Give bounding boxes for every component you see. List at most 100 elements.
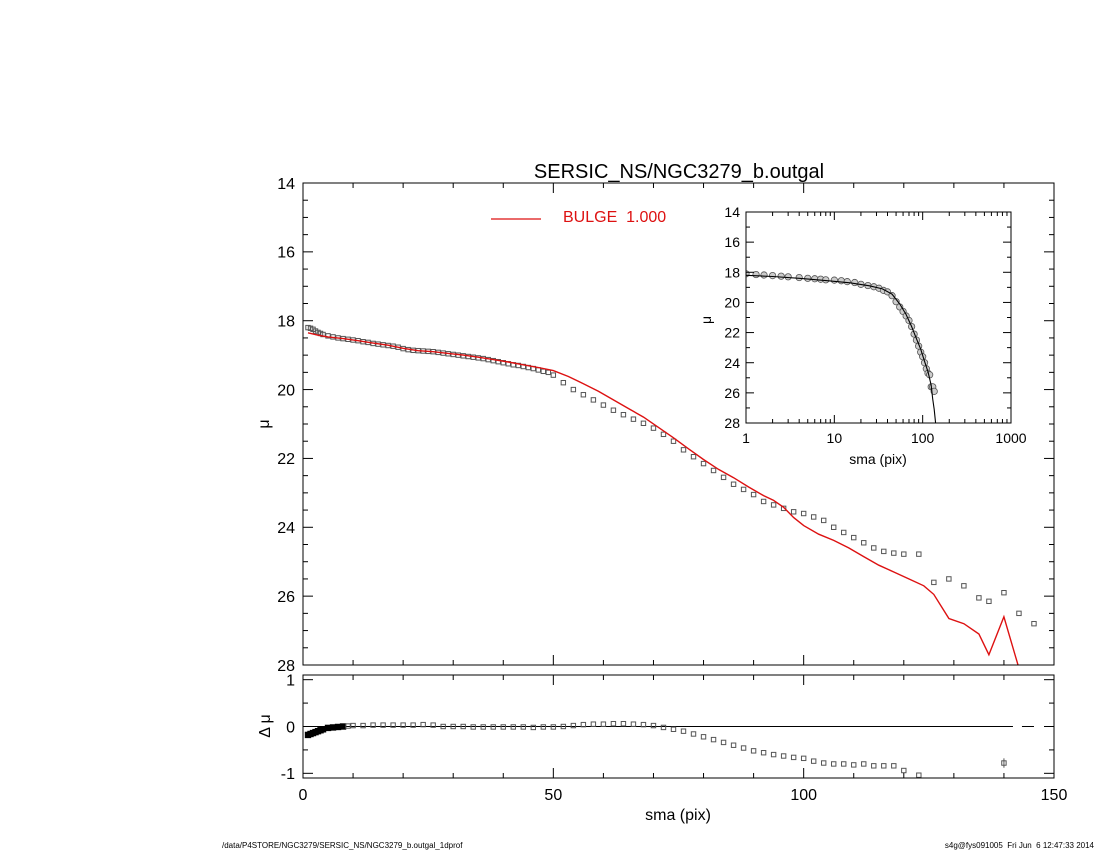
y-tick-label: 18 [724, 264, 740, 280]
residual-point [345, 723, 351, 729]
data-point [670, 438, 677, 444]
inset-data-point [811, 275, 819, 283]
residual-point [790, 754, 797, 761]
inset-data-point [843, 278, 851, 286]
inset-data-point [830, 276, 838, 284]
residual-point [800, 755, 807, 762]
y-tick-label: 24 [724, 355, 740, 371]
footer-path: /data/P4STORE/NGC3279/SERSIC_NS/NGC3279_… [222, 841, 463, 850]
residual-point [710, 736, 717, 743]
data-point [700, 460, 707, 467]
x-tick-label: 100 [911, 430, 935, 446]
data-point [550, 372, 557, 378]
data-point [570, 386, 577, 393]
residual-point [841, 761, 847, 767]
residual-point [580, 721, 587, 728]
residual-point [891, 763, 897, 769]
data-point [740, 486, 747, 493]
residual-point [560, 723, 567, 730]
data-point [871, 545, 877, 551]
data-point [690, 454, 697, 460]
data-point [961, 583, 967, 589]
data-point [780, 505, 787, 512]
residual-point [750, 748, 757, 754]
residual-point [640, 721, 647, 728]
data-point [800, 510, 807, 517]
y-tick-label: 0 [286, 719, 295, 736]
data-point [640, 420, 647, 427]
residual-point [410, 722, 416, 728]
residual-point [820, 760, 827, 766]
residual-point [460, 723, 466, 730]
residual-point [370, 722, 376, 728]
data-point [851, 534, 857, 541]
residual-point [360, 722, 366, 729]
inset-data-point [851, 278, 859, 287]
y-tick-label: 20 [277, 382, 295, 399]
data-point [560, 379, 567, 386]
inset-panel: 1 10 100 1000 14 16 18 20 22 24 26 28 μ sma (pix) [698, 204, 1027, 467]
data-point [820, 517, 827, 524]
residual-point [780, 753, 787, 759]
residual-point [916, 772, 922, 778]
y-tick-label: 20 [724, 294, 740, 310]
data-point [770, 502, 777, 508]
inset-data-point [888, 292, 896, 300]
y-tick-label: 18 [277, 313, 295, 330]
inset-data-point [837, 277, 845, 285]
residual-point [500, 724, 506, 730]
data-point [540, 368, 547, 375]
residual-point [720, 739, 727, 746]
residual-point [510, 724, 516, 730]
residual-point [450, 723, 456, 730]
residual-point [901, 767, 907, 774]
data-point [891, 550, 897, 556]
data-point [630, 416, 637, 422]
residual-point [650, 722, 657, 729]
y-tick-label: 22 [724, 325, 740, 341]
residual-x-label: sma (pix) [645, 807, 711, 824]
inset-data-point [784, 273, 792, 281]
data-point [495, 358, 501, 365]
data-point [790, 509, 797, 515]
x-tick-label: 50 [544, 787, 562, 804]
data-point [610, 407, 617, 413]
main-panel: 14 16 18 20 22 24 26 28 μ BULGE 1.000 [256, 176, 1055, 675]
residual-point [700, 734, 707, 740]
residual-point [851, 762, 857, 768]
residual-point [540, 724, 547, 730]
residual-point [600, 721, 607, 727]
inset-data-point [822, 276, 830, 284]
residual-point [350, 722, 356, 729]
inset-y-label: μ [698, 316, 714, 324]
y-tick-label: 16 [724, 234, 740, 250]
residual-point [740, 745, 747, 751]
inset-data-point [795, 273, 803, 282]
data-point [810, 514, 817, 520]
x-tick-label: 1 [742, 430, 750, 446]
data-point [590, 397, 597, 403]
residual-point [470, 724, 476, 730]
data-point [545, 369, 552, 376]
inset-background [746, 212, 1011, 423]
y-tick-label: 24 [277, 520, 295, 537]
data-point [841, 529, 847, 536]
inset-data-point [760, 271, 768, 279]
y-tick-label: -1 [281, 766, 295, 783]
residual-point [620, 720, 627, 727]
data-point [861, 540, 867, 546]
inset-marks [746, 270, 938, 423]
y-tick-label: 14 [724, 204, 740, 220]
x-tick-label: 150 [1041, 787, 1068, 804]
data-point [916, 551, 922, 557]
data-point [931, 579, 937, 586]
data-point [946, 576, 952, 582]
chart-title: SERSIC_NS/NGC3279_b.outgal [534, 161, 824, 183]
residual-point [610, 720, 617, 727]
residual-point [680, 728, 687, 734]
data-point [1016, 610, 1022, 617]
residual-point [334, 723, 342, 731]
